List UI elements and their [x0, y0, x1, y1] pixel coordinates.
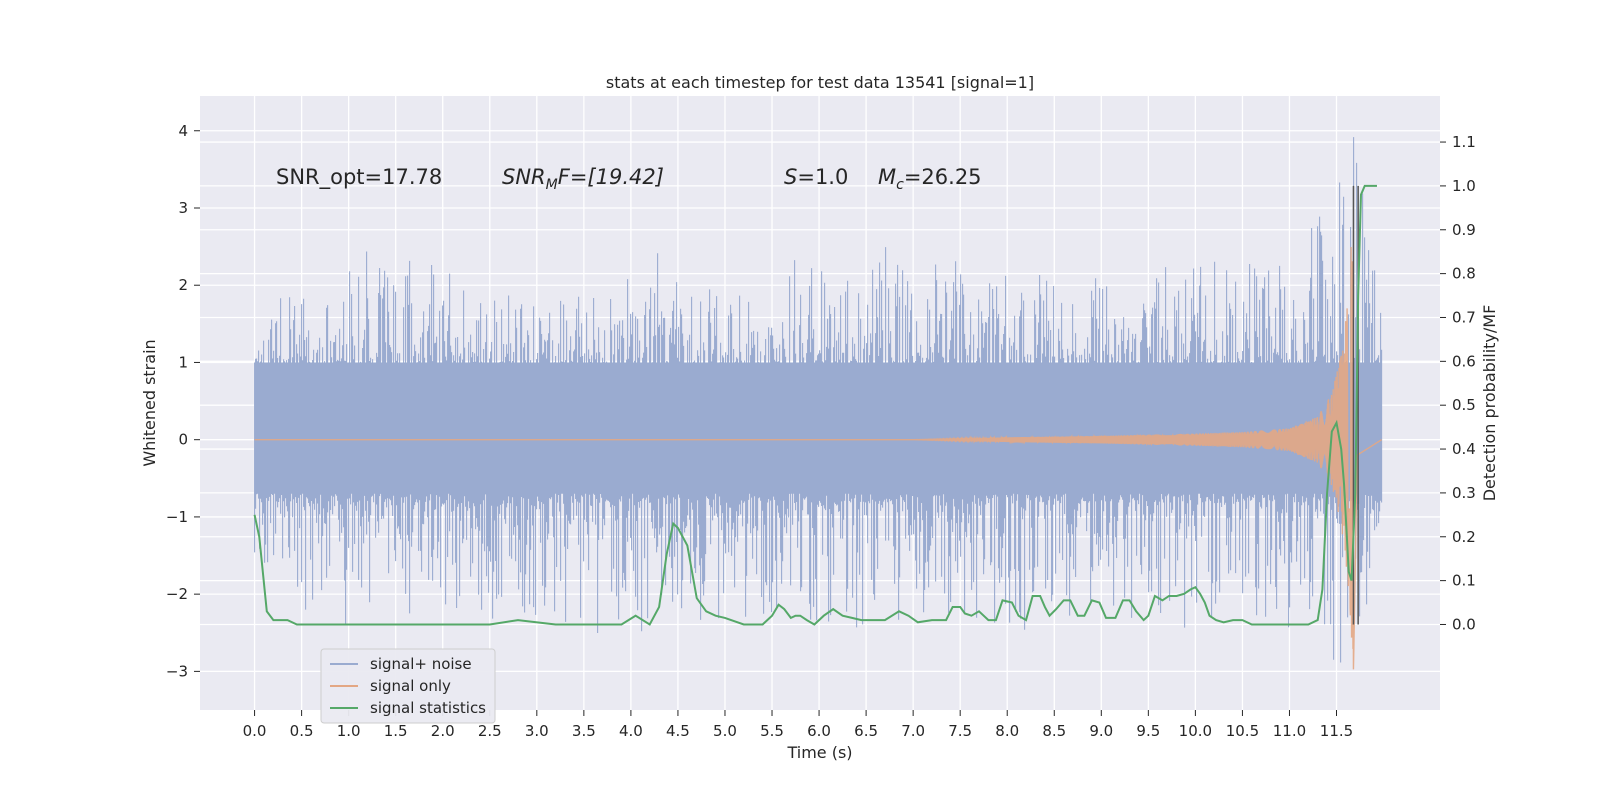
y-tick-label-right: 0.6 [1452, 352, 1476, 370]
legend-label-signal-statistics: signal statistics [370, 699, 486, 717]
x-tick-label: 3.0 [525, 722, 549, 740]
annotation-s: S=1.0 [784, 165, 848, 189]
x-tick-label: 4.0 [619, 722, 643, 740]
y-tick-label: 4 [178, 122, 188, 140]
x-tick-label: 6.0 [807, 722, 831, 740]
annotation-mc: Mc=26.25 [878, 165, 982, 193]
x-tick-label: 5.0 [713, 722, 737, 740]
x-tick-label: 1.0 [337, 722, 361, 740]
annotation-mc-subscript: c [896, 177, 904, 193]
annotation-s-value: =1.0 [797, 165, 848, 189]
x-tick-label: 0.5 [290, 722, 314, 740]
legend-box [320, 648, 496, 724]
annotation-mc-symbol: M [878, 165, 896, 189]
annotation-s-symbol: S [784, 165, 797, 189]
series-signal-only [254, 246, 1383, 670]
y-tick-label-right: 0.7 [1452, 308, 1476, 326]
annotation-snr-mf-value: F=[19.42] [558, 165, 664, 189]
x-tick-label: 9.0 [1089, 722, 1113, 740]
y-tick-label: 0 [178, 431, 188, 449]
x-tick-label: 2.5 [478, 722, 502, 740]
y-tick-label: −1 [166, 508, 188, 526]
x-tick-label: 11.5 [1320, 722, 1353, 740]
annotation-snr-opt: SNR_opt=17.78 [276, 165, 442, 190]
y-tick-label-right: 1.1 [1452, 133, 1476, 151]
x-tick-label: 0.0 [243, 722, 267, 740]
x-tick-label: 7.5 [948, 722, 972, 740]
y-tick-label: 2 [178, 276, 188, 294]
legend-label-signal-only: signal only [370, 677, 451, 695]
y-tick-label-right: 0.0 [1452, 615, 1476, 633]
y-tick-label-right: 0.2 [1452, 528, 1476, 546]
y-tick-label-right: 0.5 [1452, 396, 1476, 414]
y-tick-label: −2 [166, 585, 188, 603]
x-tick-label: 1.5 [384, 722, 408, 740]
x-tick-label: 7.0 [901, 722, 925, 740]
y-axis-label: Whitened strain [140, 339, 159, 466]
x-tick-label: 8.5 [1042, 722, 1066, 740]
x-tick-label: 6.5 [854, 722, 878, 740]
y-tick-label-right: 0.4 [1452, 440, 1476, 458]
x-tick-label: 3.5 [572, 722, 596, 740]
x-tick-label: 10.5 [1226, 722, 1259, 740]
chart-legend: signal+ noise signal only signal statist… [320, 648, 496, 724]
y-tick-label: 3 [178, 199, 188, 217]
legend-label-signal-noise: signal+ noise [370, 655, 472, 673]
annotation-snr-mf-subscript: M [546, 177, 558, 193]
chart-title: stats at each timestep for test data 135… [606, 73, 1034, 92]
x-tick-label: 5.5 [760, 722, 784, 740]
y-tick-label-right: 0.9 [1452, 221, 1476, 239]
y-tick-label-right: 0.3 [1452, 484, 1476, 502]
y-tick-label-right: 0.1 [1452, 572, 1476, 590]
y-tick-label-right: 0.8 [1452, 265, 1476, 283]
x-tick-label: 8.0 [995, 722, 1019, 740]
x-tick-label: 11.0 [1273, 722, 1306, 740]
y-axis-label-right: Detection probability/MF [1480, 305, 1499, 502]
x-tick-label: 10.0 [1179, 722, 1212, 740]
x-tick-label: 4.5 [666, 722, 690, 740]
y-tick-label-right: 1.0 [1452, 177, 1476, 195]
annotation-snr-mf-symbol: SNR [502, 165, 546, 189]
annotation-mc-value: =26.25 [904, 165, 982, 189]
x-tick-label: 9.5 [1136, 722, 1160, 740]
chart-annotations: SNR_opt=17.78 SNRMF=[19.42] S=1.0 Mc=26.… [276, 165, 982, 193]
y-tick-label: −3 [166, 662, 188, 680]
x-axis-label: Time (s) [786, 743, 852, 762]
y-tick-label: 1 [178, 353, 188, 371]
annotation-snr-mf: SNRMF=[19.42] [502, 165, 664, 193]
series-signal-statistics [253, 184, 1377, 626]
x-tick-label: 2.0 [431, 722, 455, 740]
